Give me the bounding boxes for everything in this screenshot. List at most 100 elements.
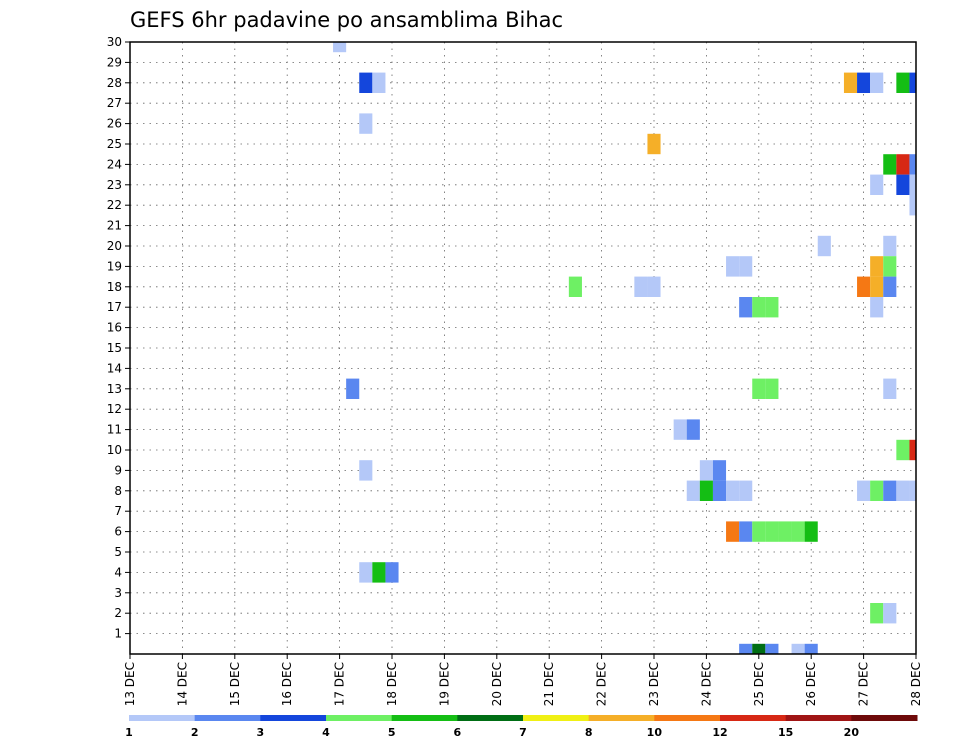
heatmap-cell: [739, 480, 753, 501]
legend-swatch: [326, 715, 393, 721]
legend-swatch: [260, 715, 327, 721]
legend-label: 6: [454, 726, 462, 739]
heatmap-cell: [778, 521, 792, 542]
legend-label: 7: [519, 726, 527, 739]
x-axis-ticks: 13 DEC 14 DEC 15 DEC 16 DEC 17 DEC 18 DEC 19 D…: [123, 654, 923, 706]
heatmap-cell: [647, 133, 661, 155]
legend-label: 4: [322, 726, 330, 739]
heatmap-cell: [791, 643, 805, 654]
heatmap-cells: [333, 42, 916, 654]
x-tick-label: 14 DEC: [175, 662, 189, 706]
heatmap-cell: [699, 480, 713, 501]
heatmap-cell: [752, 297, 766, 318]
y-tick-label: 22: [107, 198, 122, 212]
x-tick-label: 22 DEC: [595, 662, 609, 706]
legend-swatch: [523, 715, 590, 721]
heatmap-cell: [883, 378, 897, 399]
y-tick-label: 18: [107, 280, 122, 294]
y-tick-label: 13: [107, 382, 122, 396]
heatmap-cell: [883, 154, 897, 175]
y-tick-label: 2: [114, 606, 122, 620]
x-tick-label: 19 DEC: [437, 662, 451, 706]
heatmap-cell: [726, 256, 740, 277]
y-tick-label: 30: [107, 35, 122, 49]
y-tick-label: 14: [107, 361, 122, 375]
heatmap-cell: [870, 174, 884, 195]
heatmap-cell: [804, 521, 818, 542]
heatmap-cell: [359, 460, 373, 481]
heatmap-cell: [857, 480, 871, 501]
legend-swatch: [194, 715, 261, 721]
heatmap-cell: [870, 276, 884, 297]
y-tick-label: 9: [114, 463, 122, 477]
heatmap-cell: [673, 419, 687, 440]
heatmap-cell: [752, 378, 766, 399]
y-tick-label: 24: [107, 157, 122, 171]
y-tick-label: 20: [107, 239, 122, 253]
x-tick-label: 24 DEC: [699, 662, 713, 706]
heatmap-cell: [765, 521, 779, 542]
heatmap-cell: [752, 521, 766, 542]
heatmap-cell: [804, 643, 818, 654]
legend-label: 2: [191, 726, 199, 739]
heatmap-cell: [909, 195, 916, 216]
x-tick-label: 21 DEC: [542, 662, 556, 706]
legend-swatch: [785, 715, 852, 721]
heatmap-cell: [712, 460, 727, 481]
x-tick-label: 23 DEC: [647, 662, 661, 706]
heatmap-cell: [909, 72, 916, 93]
heatmap-cell: [896, 154, 910, 175]
y-tick-label: 11: [107, 423, 122, 437]
y-tick-label: 21: [107, 219, 122, 233]
heatmap-cell: [752, 643, 766, 654]
legend-label: 1: [125, 726, 133, 739]
legend-swatch: [720, 715, 787, 721]
y-tick-label: 4: [114, 565, 122, 579]
x-tick-label: 15 DEC: [228, 662, 242, 706]
heatmap-cell: [739, 521, 753, 542]
legend-label: 10: [647, 726, 663, 739]
heatmap-cell: [843, 72, 858, 93]
heatmap-cell: [372, 562, 386, 583]
x-tick-label: 17 DEC: [333, 662, 347, 706]
legend-swatch: [457, 715, 524, 721]
y-tick-label: 5: [114, 545, 122, 559]
heatmap-cell: [765, 378, 779, 399]
y-tick-label: 23: [107, 178, 122, 192]
y-tick-label: 26: [107, 117, 122, 131]
x-tick-label: 26 DEC: [804, 662, 818, 706]
heatmap-cell: [857, 72, 871, 93]
heatmap-cell: [739, 643, 753, 654]
heatmap-cell: [739, 297, 753, 318]
heatmap-cell: [896, 439, 910, 461]
heatmap-cell: [817, 235, 831, 257]
heatmap-cell: [359, 113, 373, 134]
heatmap-cell: [883, 256, 897, 277]
legend-label: 5: [388, 726, 396, 739]
heatmap-cell: [883, 480, 897, 501]
heatmap-cell: [896, 72, 910, 93]
heatmap-cell: [726, 521, 740, 542]
x-tick-label: 16 DEC: [280, 662, 294, 706]
y-tick-label: 28: [107, 76, 122, 90]
heatmap-cell: [634, 276, 648, 297]
y-tick-label: 19: [107, 259, 122, 273]
y-axis-ticks: 1234567891011121314151617181920212223242…: [107, 35, 130, 641]
y-tick-label: 27: [107, 96, 122, 110]
heatmap-cell: [896, 174, 910, 195]
x-tick-label: 18 DEC: [385, 662, 399, 706]
y-tick-label: 7: [114, 504, 122, 518]
chart-title: GEFS 6hr padavine po ansamblima Bihac: [130, 8, 563, 32]
heatmap-cell: [686, 480, 700, 501]
grid-lines: [130, 42, 916, 654]
heatmap-cell: [765, 643, 779, 654]
heatmap-cell: [765, 297, 779, 318]
color-legend: 1 2 3 4 5 6 7 8 10 12 15 20: [125, 715, 918, 739]
y-tick-label: 3: [114, 586, 122, 600]
heatmap-cell: [647, 276, 661, 297]
legend-label: 3: [257, 726, 265, 739]
heatmap-cell: [346, 378, 360, 399]
heatmap-cell: [699, 460, 713, 481]
heatmap-cell: [333, 42, 347, 53]
